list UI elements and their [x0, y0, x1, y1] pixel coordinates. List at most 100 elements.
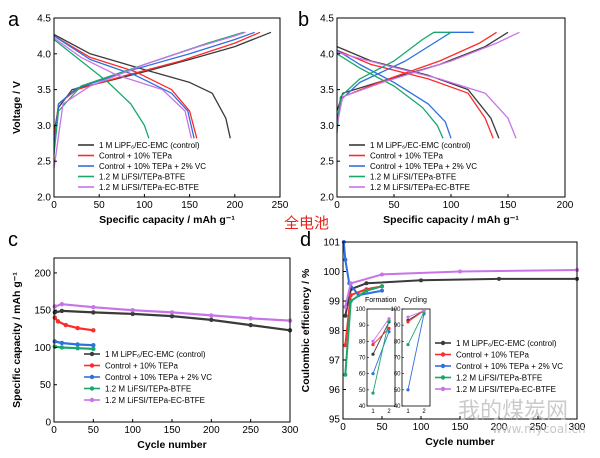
- inset-x-tick-label: 2: [422, 409, 426, 415]
- y-tick-label: 4.0: [320, 49, 334, 60]
- y-tick-label: 4.5: [320, 14, 334, 25]
- capacity-point: [52, 304, 57, 309]
- legend-marker: [440, 340, 446, 346]
- capacity-point: [55, 319, 61, 324]
- charge-curve-b-5: [336, 31, 520, 126]
- capacity-point: [248, 316, 253, 321]
- inset-x-tick-label: 2: [387, 409, 391, 415]
- ce-point: [343, 343, 348, 348]
- legend: 1 M LiPF₆/EC-EMC (control) Control + 10% …: [435, 339, 563, 394]
- y-tick-label: 100: [323, 267, 340, 278]
- legend-marker: [89, 374, 95, 380]
- x-tick-label: 150: [164, 425, 181, 436]
- legend-label: Control + 10% TEPa: [370, 152, 444, 161]
- inset-line: [372, 318, 390, 342]
- panel-letter-b: b: [298, 9, 309, 31]
- inset-y-tick-label: 80: [359, 339, 366, 345]
- inset-y-tick-label: 60: [359, 372, 366, 378]
- ce-point: [348, 293, 353, 298]
- inset-x-tick-label: 1: [406, 409, 410, 415]
- inset-line: [372, 320, 390, 394]
- capacity-line-1: [54, 309, 291, 332]
- legend-marker: [89, 351, 95, 357]
- legend-label: 1 M LiPF₆/EC-EMC (control): [105, 350, 206, 359]
- plot-frame: [53, 17, 281, 198]
- legend-marker: [440, 352, 446, 357]
- x-tick-label: 300: [282, 425, 299, 436]
- inset-y-tick-label: 100: [355, 307, 366, 313]
- y-tick-label: 96: [329, 385, 341, 396]
- capacity-point: [75, 342, 80, 347]
- y-tick-label: 2.5: [37, 157, 51, 168]
- inset-line: [407, 312, 425, 345]
- inset-point: [371, 391, 375, 395]
- inset-y-tick-label: 60: [394, 372, 401, 378]
- x-tick-label: 0: [334, 200, 340, 211]
- inset-point: [371, 352, 375, 356]
- ce-point: [380, 288, 384, 293]
- inset-y-tick-label: 90: [359, 323, 366, 329]
- inset-y-tick-label: 70: [394, 356, 401, 362]
- y-tick-label: 0: [45, 418, 51, 429]
- charge-curve-b-3: [336, 31, 474, 126]
- capacity-point: [75, 346, 80, 351]
- legend-label: 1.2 M LiFSI/TEPa-EC-BTFE: [99, 183, 199, 192]
- capacity-point: [130, 307, 135, 313]
- capacity-point: [91, 346, 96, 352]
- inset-line: [372, 331, 390, 374]
- inset-point: [387, 317, 391, 321]
- capacity-point: [59, 340, 65, 346]
- inset-x-tick-label: 1: [371, 409, 375, 415]
- ce-point: [458, 269, 462, 274]
- capacity-point: [209, 313, 214, 318]
- capacity-point: [91, 310, 96, 315]
- legend: 1 M LiPF₆/EC-EMC (control) Control + 10% …: [84, 350, 212, 405]
- x-tick-label: 50: [88, 425, 100, 436]
- y-tick-label: 4.5: [37, 14, 51, 25]
- charge-curve-b-2: [336, 31, 497, 119]
- inset-line: [407, 310, 425, 323]
- inset-line: [372, 321, 390, 355]
- series-group-a: [53, 31, 272, 169]
- series-group-b: [336, 31, 520, 139]
- legend-label: 1.2 M LiFSI/TEPa-BTFE: [105, 385, 191, 394]
- legend-marker: [89, 363, 95, 368]
- series-group-c: [52, 302, 293, 352]
- y-tick-label: 150: [34, 306, 51, 317]
- x-tick-label: 100: [443, 200, 460, 211]
- y-tick-label: 101: [323, 238, 340, 249]
- inset-point: [371, 342, 375, 347]
- legend-label: 1.2 M LiFSI/TEPa-BTFE: [456, 374, 542, 383]
- charge-curve-a-1: [53, 31, 272, 133]
- y-tick-label: 200: [34, 268, 51, 279]
- capacity-point: [59, 345, 65, 350]
- legend-label: 1 M LiPF₆/EC-EMC (control): [456, 339, 557, 348]
- y-axis-label: Specific capacity / mAh g⁻¹: [11, 272, 23, 408]
- charge-curve-b-1: [336, 31, 509, 112]
- inset-y-tick-label: 100: [390, 307, 401, 313]
- y-tick-label: 2.5: [320, 157, 334, 168]
- inset-y-tick-label: 50: [359, 388, 366, 394]
- discharge-curve-b-1: [336, 46, 500, 139]
- capacity-point: [52, 310, 57, 315]
- legend-label: Control + 10% TEPa: [99, 152, 173, 161]
- x-tick-label: 100: [413, 422, 430, 433]
- discharge-curve-a-4: [53, 38, 150, 139]
- legend-label: 1.2 M LiFSI/TEPa-EC-BTFE: [370, 183, 470, 192]
- ce-point: [343, 257, 348, 262]
- discharge-curve-a-1: [53, 33, 231, 139]
- legend-label: Control + 10% TEPa + 2% VC: [99, 162, 206, 171]
- y-tick-label: 3.0: [37, 121, 51, 132]
- capacity-point: [130, 311, 135, 317]
- legend-label: 1.2 M LiFSI/TEPa-BTFE: [99, 173, 185, 182]
- inset-y-tick-label: 40: [359, 404, 366, 410]
- x-axis-label: Cycle number: [137, 439, 206, 451]
- charge-curve-a-5: [53, 31, 246, 169]
- capacity-point: [169, 310, 175, 315]
- y-tick-label: 2.0: [37, 193, 51, 204]
- panel-letter-d: d: [300, 229, 311, 251]
- legend-label: Control + 10% TEPa: [105, 362, 179, 371]
- capacity-point: [52, 315, 57, 320]
- capacity-line-4: [54, 345, 94, 350]
